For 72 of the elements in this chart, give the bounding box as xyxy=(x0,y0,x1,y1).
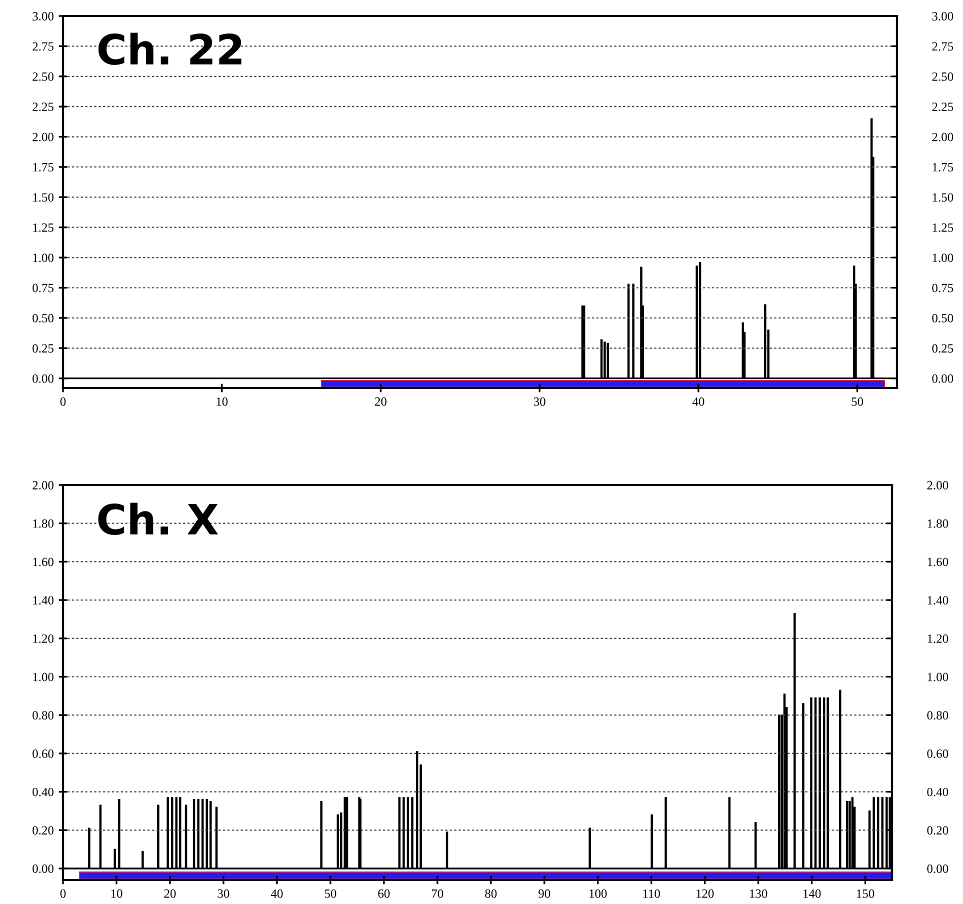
y2-tick-label: 0.40 xyxy=(927,788,948,796)
y-tick-label: 0.20 xyxy=(32,826,54,835)
x-tick-label: 40 xyxy=(270,889,283,898)
y-tick-label: 2.00 xyxy=(32,132,54,142)
y-tick-label: 1.00 xyxy=(33,672,54,682)
y2-tick-label: 1.80 xyxy=(928,519,948,528)
x-tick-label: 80 xyxy=(485,889,497,898)
x-tick-label: 150 xyxy=(856,889,874,898)
y2-tick-label: 0.00 xyxy=(932,374,954,383)
y2-tick-label: 2.25 xyxy=(932,102,954,112)
y2-tick-label: 0.25 xyxy=(932,344,954,353)
y-tick-label: 2.50 xyxy=(32,72,54,81)
x-tick-label: 10 xyxy=(111,889,122,898)
chart-title: Ch. X xyxy=(98,502,218,536)
y-tick-label: 1.40 xyxy=(33,596,54,605)
y2-tick-label: 2.50 xyxy=(932,72,954,81)
x-tick-label: 50 xyxy=(324,889,336,898)
y-tick-label: 1.75 xyxy=(33,163,54,172)
y2-tick-label: 1.50 xyxy=(932,193,954,202)
y-tick-label: 1.00 xyxy=(33,254,54,262)
x-tick-label: 90 xyxy=(538,889,550,898)
x-tick-label: 50 xyxy=(852,397,864,406)
y2-tick-label: 0.80 xyxy=(927,711,948,720)
y-tick-label: 2.75 xyxy=(32,42,54,51)
x-tick-label: 70 xyxy=(432,889,444,898)
x-tick-label: 40 xyxy=(692,397,704,406)
x-tick-label: 0 xyxy=(60,397,66,406)
y-tick-label: 1.50 xyxy=(33,193,54,202)
y2-tick-label: 0.75 xyxy=(932,284,954,292)
y2-tick-label: 1.75 xyxy=(932,163,954,172)
x-tick-label: 100 xyxy=(590,889,607,898)
y-tick-label: 0.00 xyxy=(32,374,54,383)
x-tick-label: 20 xyxy=(375,397,386,406)
y2-tick-label: 1.25 xyxy=(932,223,954,232)
chart-title: Ch. 22 xyxy=(98,32,242,65)
y2-tick-label: 1.40 xyxy=(928,596,948,605)
y2-tick-label: 1.60 xyxy=(928,558,948,566)
y2-tick-label: 1.20 xyxy=(928,634,948,643)
y2-tick-label: 0.50 xyxy=(932,314,954,322)
y-tick-label: 2.00 xyxy=(32,481,54,490)
x-tick-label: 120 xyxy=(696,889,714,898)
y-tick-label: 0.80 xyxy=(32,711,54,720)
y-tick-label: 0.75 xyxy=(32,284,54,292)
x-tick-label: 30 xyxy=(218,889,230,898)
x-tick-label: 10 xyxy=(216,397,228,406)
y-tick-label: 3.00 xyxy=(32,12,54,21)
y-tick-label: 1.25 xyxy=(33,223,54,232)
y-tick-label: 0.40 xyxy=(32,788,54,796)
y2-tick-label: 2.75 xyxy=(932,42,954,51)
y-tick-label: 1.20 xyxy=(33,634,54,643)
x-tick-label: 110 xyxy=(643,889,660,898)
x-tick-label: 130 xyxy=(750,889,768,898)
y2-tick-label: 0.60 xyxy=(927,749,948,758)
y-tick-label: 0.60 xyxy=(32,749,54,758)
y2-tick-label: 3.00 xyxy=(932,12,954,21)
y-tick-label: 2.25 xyxy=(32,102,54,112)
x-tick-label: 60 xyxy=(378,889,390,898)
y2-tick-label: 1.00 xyxy=(932,254,954,262)
x-tick-label: 140 xyxy=(804,889,821,898)
y-tick-label: 0.00 xyxy=(32,864,54,874)
y2-tick-label: 2.00 xyxy=(932,132,954,142)
x-tick-label: 0 xyxy=(60,889,66,898)
y2-tick-label: 2.00 xyxy=(927,481,948,490)
y-tick-label: 0.50 xyxy=(32,314,54,322)
y2-tick-label: 1.00 xyxy=(928,672,948,682)
x-tick-label: 20 xyxy=(164,889,176,898)
y-tick-label: 1.60 xyxy=(33,558,54,566)
y2-tick-label: 0.20 xyxy=(927,826,948,835)
y2-tick-label: 0.00 xyxy=(927,864,948,874)
y-tick-label: 0.25 xyxy=(32,344,54,353)
x-tick-label: 30 xyxy=(534,397,546,406)
y-tick-label: 1.80 xyxy=(33,519,54,528)
